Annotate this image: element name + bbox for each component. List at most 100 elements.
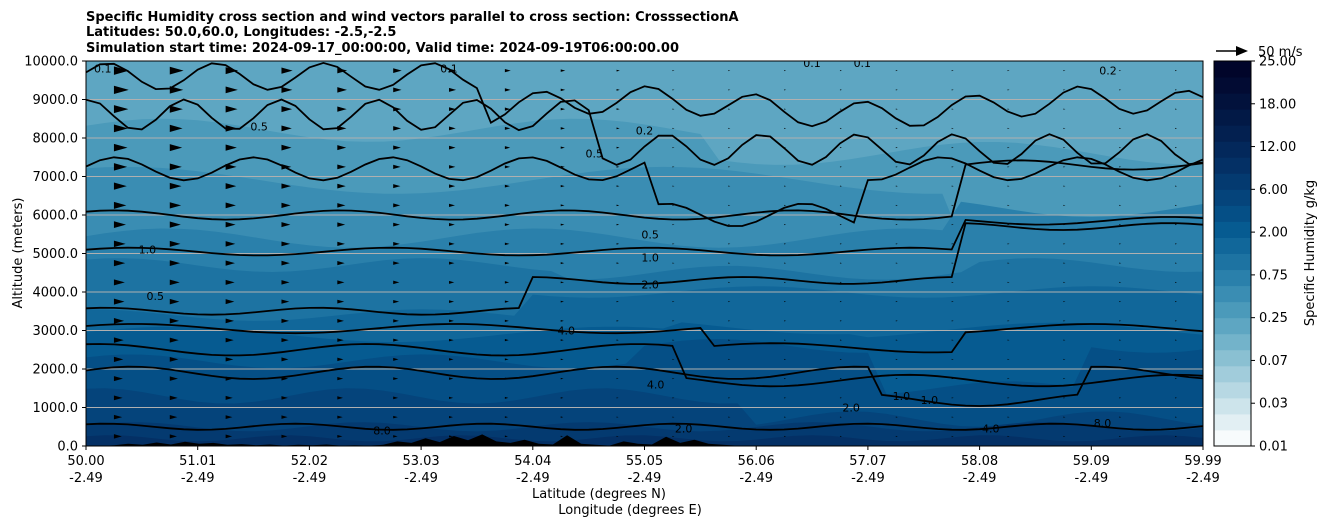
contour-label: 0.5	[585, 147, 603, 160]
wind-arrow	[337, 357, 344, 362]
wind-arrow	[784, 378, 787, 380]
wind-arrow	[169, 298, 180, 305]
wind-arrow	[560, 435, 564, 438]
wind-arrow	[1007, 224, 1010, 226]
wind-arrow	[504, 261, 510, 265]
wind-arrow	[169, 260, 181, 267]
wind-arrow	[337, 338, 344, 342]
wind-arrow	[1063, 397, 1066, 399]
wind-arrow	[616, 88, 620, 91]
wind-arrow	[839, 108, 842, 110]
wind-arrow	[895, 435, 898, 437]
wind-arrow	[169, 279, 180, 286]
wind-arrow	[225, 415, 233, 420]
wind-arrow	[449, 242, 455, 246]
wind-arrow	[337, 203, 346, 208]
contour-line	[86, 222, 1203, 316]
x-tick-label-lon: -2.49	[404, 471, 438, 486]
wind-arrow	[504, 358, 509, 361]
x-tick-label-lon: -2.49	[293, 471, 327, 486]
wind-arrow	[449, 416, 453, 419]
colorbar-segment	[1214, 173, 1251, 190]
wind-arrow	[839, 416, 842, 418]
wind-arrow	[337, 415, 343, 419]
quiver-key: 50 m/s	[1216, 45, 1303, 60]
wind-arrow	[616, 146, 620, 149]
wind-arrow	[169, 163, 182, 171]
colorbar-tick-label: 18.00	[1259, 97, 1296, 112]
wind-arrow	[281, 338, 289, 343]
wind-arrow	[728, 281, 731, 283]
wind-arrow	[895, 147, 898, 149]
wind-arrow	[951, 320, 954, 322]
wind-arrow	[784, 70, 787, 72]
wind-arrow	[1007, 435, 1010, 437]
wind-arrow	[225, 357, 234, 362]
wind-arrow	[169, 395, 178, 401]
wind-arrow	[672, 378, 675, 380]
wind-arrow	[672, 185, 675, 187]
wind-arrow	[728, 397, 731, 399]
wind-arrow	[616, 435, 619, 437]
wind-arrow	[672, 262, 675, 264]
wind-arrow	[169, 356, 179, 362]
wind-arrow	[225, 86, 238, 94]
contour-label: 0.5	[250, 120, 268, 133]
wind-arrow	[113, 414, 123, 420]
wind-arrow	[560, 127, 565, 130]
title-line-3: Simulation start time: 2024-09-17_00:00:…	[86, 41, 679, 56]
x-tick-label-lon: -2.49	[963, 471, 997, 486]
wind-arrow	[281, 106, 293, 113]
wind-arrow	[449, 261, 455, 265]
colorbar-segment	[1214, 221, 1251, 238]
wind-arrow	[449, 358, 454, 361]
wind-arrow	[560, 88, 566, 92]
wind-arrow	[393, 87, 402, 93]
wind-arrow	[895, 127, 898, 129]
wind-arrow	[951, 358, 954, 360]
wind-arrow	[1007, 320, 1010, 322]
wind-arrow	[504, 184, 510, 188]
wind-arrow	[895, 397, 898, 399]
wind-arrow	[449, 87, 457, 92]
wind-arrow	[560, 416, 564, 418]
x-tick-label-lat: 59.09	[1073, 454, 1110, 469]
colorbar-segment	[1214, 269, 1251, 287]
wind-arrow	[337, 125, 347, 131]
colorbar-tick-label: 0.75	[1259, 268, 1288, 283]
contour-label: 0.1	[440, 63, 458, 76]
wind-arrow	[113, 356, 124, 363]
wind-arrow	[951, 281, 954, 283]
wind-arrow	[672, 435, 675, 437]
wind-arrow	[672, 108, 675, 110]
wind-arrow	[560, 146, 565, 149]
wind-arrow	[616, 397, 619, 399]
contour-line	[86, 422, 1203, 431]
wind-arrow	[616, 358, 619, 360]
contour-label: 2.0	[675, 423, 693, 436]
wind-arrow	[281, 318, 289, 323]
wind-arrow	[1119, 339, 1122, 341]
wind-arrow	[337, 376, 344, 381]
contour-label: 0.5	[641, 228, 659, 241]
wind-arrow	[672, 358, 675, 360]
wind-arrow	[784, 166, 787, 168]
wind-arrow	[951, 127, 954, 129]
wind-arrow	[672, 204, 675, 206]
x-axis: 50.00 -2.49 51.01 -2.49 52.02 -2.49 53.03 -2.49…	[67, 446, 1222, 486]
colorbar-segment	[1214, 301, 1251, 319]
wind-arrow	[728, 243, 731, 245]
wind-arrow	[1175, 127, 1178, 129]
wind-arrow	[895, 108, 898, 110]
wind-arrow	[113, 434, 122, 439]
contour-line	[86, 365, 1203, 407]
wind-arrow	[784, 243, 787, 245]
colorbar-tick-label: 0.03	[1259, 397, 1288, 412]
wind-arrow	[895, 166, 898, 168]
wind-arrow	[1175, 204, 1178, 206]
wind-arrow	[393, 222, 400, 227]
wind-arrow	[1007, 301, 1010, 303]
wind-arrow	[113, 298, 125, 305]
wind-arrow	[113, 240, 126, 248]
wind-arrow	[169, 86, 184, 94]
